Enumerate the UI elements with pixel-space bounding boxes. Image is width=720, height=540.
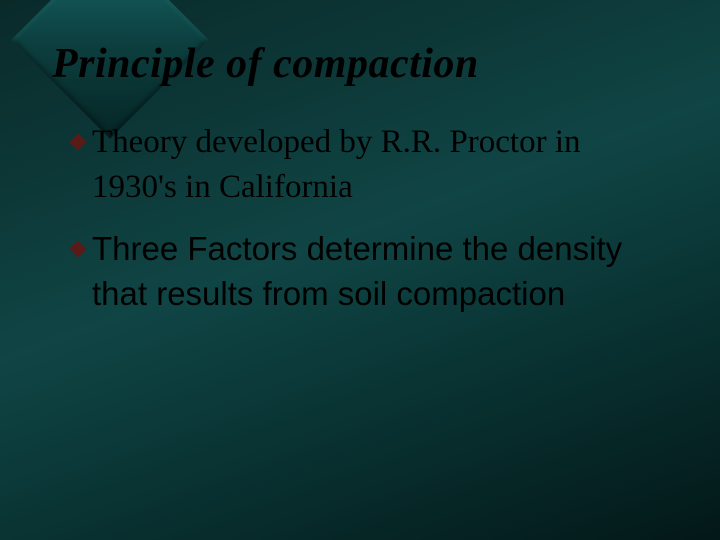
bullet-text: Three Factors determine the density that… [92,227,670,316]
bullet-lead: Three [92,230,178,267]
slide-title: Principle of compaction [52,40,479,88]
slide-body: Theory developed by R.R. Proctor in 1930… [70,120,670,334]
diamond-bullet-icon [70,241,86,257]
diamond-bullet-icon [70,134,86,150]
bullet-text: Theory developed by R.R. Proctor in 1930… [92,120,670,209]
bullet-item: Three Factors determine the density that… [70,227,670,316]
bullet-lead: Theory [92,124,187,160]
bullet-item: Theory developed by R.R. Proctor in 1930… [70,120,670,209]
